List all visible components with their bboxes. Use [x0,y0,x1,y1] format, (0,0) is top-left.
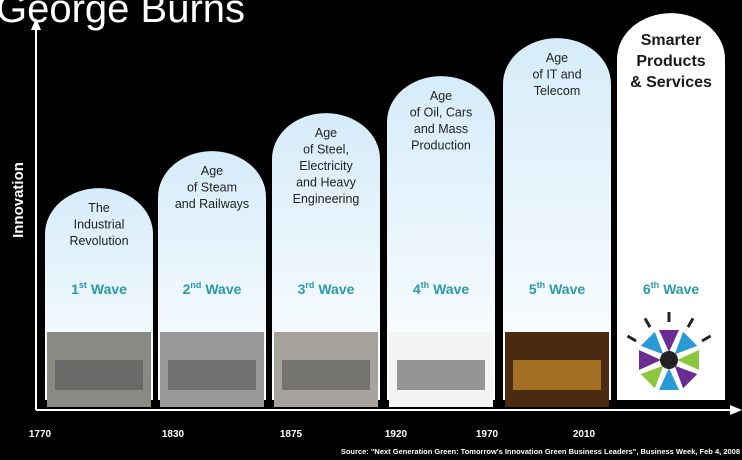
source: Source: "Next Generation Green: Tomorrow… [341,447,740,456]
wave-label-part: st [79,280,87,290]
icon-petal [639,350,661,370]
wave-label: 5th Wave [529,280,586,297]
wave-description: Age [201,164,223,178]
wave-description: Age [430,89,452,103]
icon-petal [659,368,679,390]
pillars: The Industrial Revolution 1st Wave Age of Stea… [45,13,725,407]
wave-label-part: 4 [413,281,421,297]
wave-label-part: Wave [433,281,469,297]
icon-ray [643,317,652,328]
wave-description: Smarter [641,32,701,49]
pillar [387,76,495,400]
wave-image-detail [282,360,370,390]
wave-description: The [88,201,110,215]
wave-description: Production [411,139,471,153]
wave-label-part: Wave [549,281,585,297]
x-arrow [730,405,742,415]
wave-description: and Heavy [296,176,357,190]
wave-description: of IT and [532,68,581,82]
year-label: 1875 [280,429,303,440]
wave-description: of Oil, Cars [410,106,473,120]
wave-description: and Railways [175,197,249,211]
wave-label-part: Wave [663,281,699,297]
wave-label: 4th Wave [413,280,470,297]
year-label: 1770 [29,429,52,440]
wave-description: of Steel, [303,143,349,157]
title: George Burns [0,0,245,31]
wave-label: 1st Wave [71,280,127,297]
icon-ray [626,334,637,343]
wave-label-part: nd [190,280,201,290]
icon-ray [686,317,695,328]
pillar [272,113,380,400]
year-label: 2010 [573,429,596,440]
wave-description: and Mass [414,122,468,136]
wave-label-part: th [537,280,546,290]
wave-label: 3rd Wave [298,280,355,297]
icon-petal [659,330,679,352]
wave-label-part: 6 [643,281,651,297]
icon-petal [640,365,664,389]
wave-label: 2nd Wave [183,280,242,297]
wave-description: & Services [630,74,712,91]
year-label: 1920 [385,429,408,440]
wave-description: of Steam [187,181,237,195]
smart-icon [626,312,712,390]
wave-description: Revolution [69,234,128,248]
icon-center [660,351,678,369]
pillar [617,13,725,400]
wave-label-part: 1 [71,281,79,297]
year-label: 1970 [476,429,499,440]
wave-label-part: rd [305,280,314,290]
wave-image-detail [513,360,601,390]
wave-image-detail [397,360,485,390]
wave-image-detail [168,360,256,390]
y-axis-label: Innovation [10,162,27,238]
wave-description: Telecom [534,84,581,98]
wave-label: 6th Wave [643,280,700,297]
wave-description: Industrial [74,218,125,232]
year-label: 1830 [162,429,185,440]
icon-ray [701,334,712,343]
wave-label-part: 5 [529,281,537,297]
wave-label-part: Wave [205,281,241,297]
wave-label-part: 3 [298,281,306,297]
wave-description: Electricity [299,159,353,173]
icon-petal [674,365,698,389]
wave-label-part: 2 [183,281,191,297]
icon-petal [677,350,699,370]
wave-label-part: Wave [318,281,354,297]
wave-image-detail [55,360,143,390]
icon-petal [674,331,698,355]
years: 1770 1830 1875 1920 1970 2010 [29,429,596,440]
wave-label-part: th [651,280,660,290]
pillar [503,38,611,400]
wave-description: Age [315,126,337,140]
wave-description: Age [546,51,568,65]
wave-description: Products [636,53,705,70]
wave-label-part: th [421,280,430,290]
y-arrow [31,18,41,30]
wave-description: Engineering [293,192,360,206]
wave-label-part: Wave [91,281,127,297]
icon-petal [640,331,664,355]
